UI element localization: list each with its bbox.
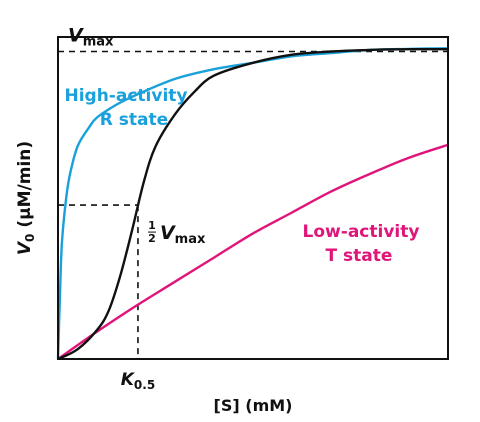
half-fraction-denominator: 2 (148, 232, 156, 245)
t-state-label-line-1: Low-activity (303, 222, 420, 242)
t-state-label-line-2: T state (326, 246, 393, 266)
y-axis-label: V0(μM/min) (15, 141, 37, 255)
half-fraction-numerator: 1 (148, 219, 156, 232)
half-vmax-label: 1 2 Vmax (147, 219, 206, 247)
r-state-curve (56, 47, 449, 360)
r-state-label-line-2: R state (100, 110, 168, 130)
k05-label: K0.5 (121, 370, 155, 392)
plot-frame (57, 36, 449, 360)
half-vmax-text: Vmax (160, 222, 206, 247)
t-state-curve (57, 143, 449, 360)
r-state-label-line-1: High-activity (64, 86, 187, 106)
x-axis-label: [S] (mM) (214, 396, 293, 415)
vmax-label: Vmax (68, 24, 114, 49)
sigmoid-curve (57, 47, 449, 361)
